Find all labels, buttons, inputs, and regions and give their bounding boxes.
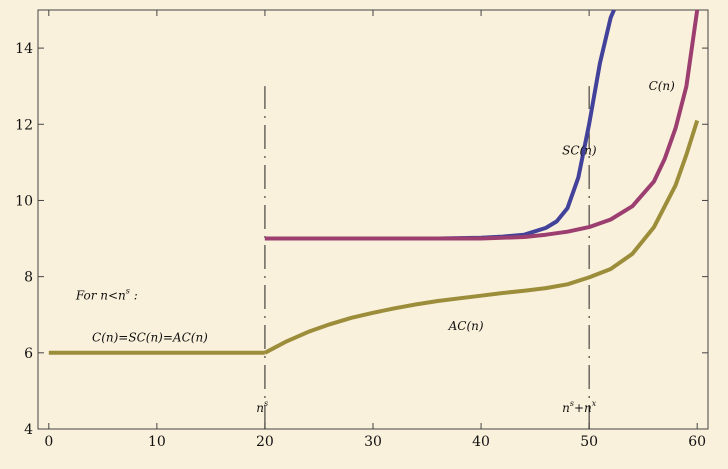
- series-line-3: [264, 9, 700, 241]
- reference-lines: [264, 86, 590, 429]
- ac-label: AC(n): [448, 319, 484, 333]
- nsx-marker-label: ns+nx: [562, 399, 597, 415]
- x-tick-label: 30: [364, 434, 382, 450]
- nsx-mid: +n: [574, 401, 592, 415]
- x-tick-label: 60: [688, 434, 706, 450]
- nsx-sup2: x: [592, 399, 597, 408]
- series-line-2: [264, 9, 616, 241]
- axis-ticks: 0 10 20 30 40 50 60 4 6 8 10 12 14: [15, 10, 708, 450]
- for-n-less-sup: s: [126, 286, 130, 295]
- series-layer: [48, 9, 700, 355]
- for-n-less-label: For n<ns :: [75, 286, 138, 302]
- nsx-text: n: [562, 401, 570, 415]
- nsx-sup1: s: [570, 399, 574, 408]
- equality-label: C(n)=SC(n)=AC(n): [92, 330, 208, 344]
- for-n-less-tail: :: [130, 288, 138, 302]
- x-tick-label: 40: [472, 434, 490, 450]
- ns-marker-label: ns: [256, 399, 268, 415]
- for-n-less-text: For n<n: [75, 288, 126, 302]
- y-tick-label: 14: [15, 41, 33, 57]
- x-tick-label: 20: [256, 434, 274, 450]
- x-tick-label: 0: [44, 434, 53, 450]
- series-line-1: [263, 119, 700, 355]
- ns-text: n: [256, 401, 264, 415]
- c-label: C(n): [649, 79, 676, 93]
- x-tick-label: 10: [148, 434, 166, 450]
- y-tick-label: 12: [15, 117, 33, 133]
- sc-label: SC(n): [562, 144, 597, 158]
- y-tick-label: 8: [24, 270, 33, 286]
- ns-sup: s: [264, 399, 268, 408]
- y-tick-label: 4: [24, 422, 33, 438]
- y-tick-label: 6: [24, 346, 33, 362]
- x-tick-label: 50: [580, 434, 598, 450]
- y-tick-label: 10: [15, 193, 33, 209]
